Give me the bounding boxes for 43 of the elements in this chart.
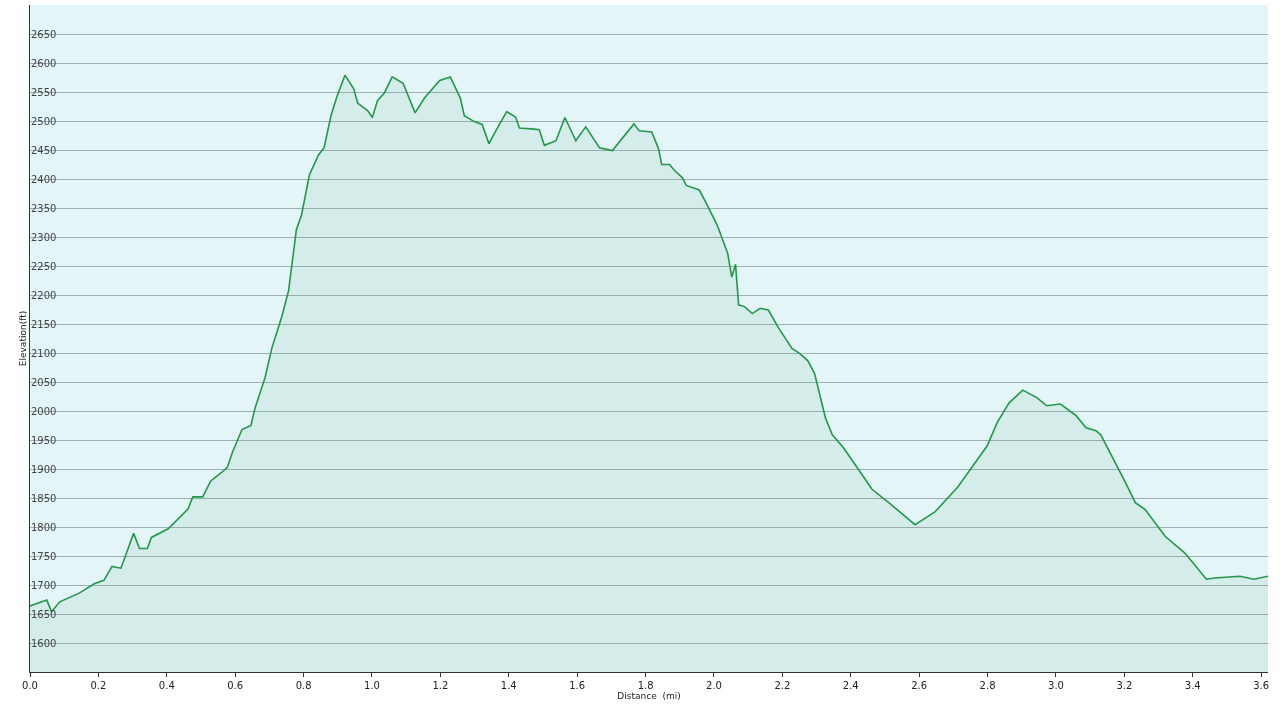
x-tick-label: 0.4 [158,680,175,691]
x-tick-label: 0.2 [90,680,107,691]
y-tick-label: 2350 [31,202,57,214]
y-tick-label: 1600 [31,637,57,649]
y-tick-label: 1900 [31,463,57,475]
y-tick-label: 2550 [31,86,57,98]
x-tick-label: 2.8 [979,680,996,691]
x-tick-label: 0.0 [22,680,38,691]
y-tick-label: 1800 [31,521,57,533]
x-tick-label: 2.0 [706,680,722,691]
x-tick-label: 2.4 [842,680,859,691]
y-tick-label: 2100 [31,347,57,359]
x-tick-label: 3.2 [1116,680,1133,691]
x-tick-label: 1.0 [364,680,380,691]
x-tick-label: 3.6 [1253,680,1270,691]
x-tick-label: 0.6 [227,680,244,691]
y-tick-label: 1850 [31,492,57,504]
y-tick-label: 1650 [31,608,57,620]
y-tick-label: 2600 [31,57,57,69]
x-tick-label: 0.8 [295,680,312,691]
y-tick-label: 2500 [31,115,57,127]
y-tick-label: 2250 [31,260,57,272]
x-tick-label: 1.8 [637,680,654,691]
y-tick-label: 2450 [31,144,57,156]
x-tick-label: 1.4 [500,680,517,691]
y-tick-label: 1700 [31,579,57,591]
y-tick-label: 1750 [31,550,57,562]
y-tick-label: 2000 [31,405,57,417]
y-tick-label: 2200 [31,289,57,301]
y-axis-title: Elevation(ft) [18,310,29,367]
x-tick-label: 1.6 [569,680,586,691]
y-tick-label: 2050 [31,376,57,388]
x-tick-label: 2.2 [774,680,791,691]
y-tick-label: 2650 [31,28,57,40]
y-tick-label: 2150 [31,318,57,330]
y-tick-label: 2400 [31,173,57,185]
x-tick-label: 2.6 [911,680,928,691]
x-tick-label: 1.2 [432,680,449,691]
x-tick-label: 3.0 [1048,680,1064,691]
y-tick-label: 2300 [31,231,57,243]
y-tick-label: 1950 [31,434,57,446]
x-tick-label: 3.4 [1184,680,1201,691]
x-axis-title: Distance (mi) [617,691,681,701]
